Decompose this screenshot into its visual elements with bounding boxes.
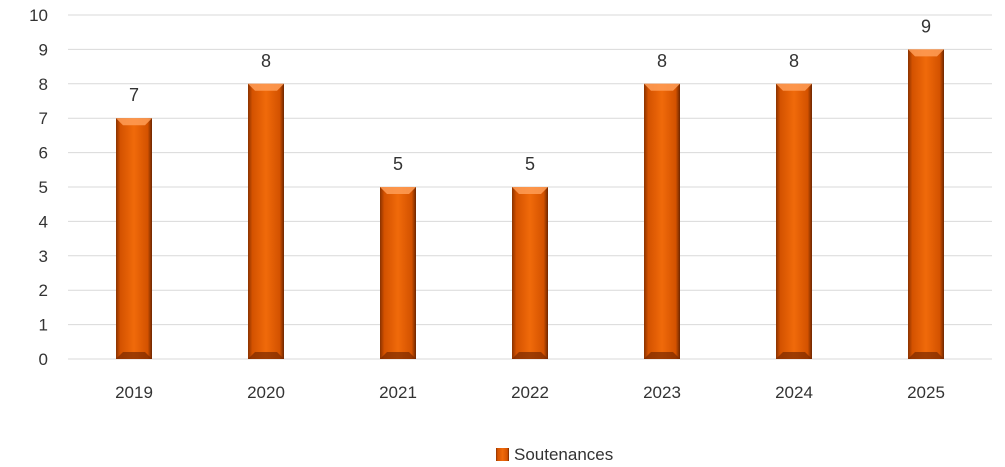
bar-bevel-bottom bbox=[776, 352, 812, 359]
y-tick-label: 7 bbox=[39, 109, 48, 128]
legend-swatch bbox=[496, 448, 509, 461]
x-tick-label-2025: 2025 bbox=[907, 383, 945, 402]
bar-2020 bbox=[248, 83, 284, 360]
bar-bevel-top bbox=[116, 118, 152, 126]
bar-2019 bbox=[116, 118, 152, 359]
bar-bevel-top bbox=[908, 49, 944, 57]
bar-bevel-top bbox=[248, 83, 284, 91]
legend-label: Soutenances bbox=[514, 445, 613, 464]
data-label-2021: 5 bbox=[393, 154, 403, 174]
x-axis-ticks: 2019 2020 2021 2022 2023 2024 2025 bbox=[115, 383, 945, 402]
bar-body bbox=[644, 83, 680, 360]
legend-item: Soutenances bbox=[496, 445, 613, 464]
legend: Soutenances bbox=[496, 445, 613, 464]
bar-body bbox=[116, 118, 152, 359]
bar-2023 bbox=[644, 83, 680, 360]
data-label-2022: 5 bbox=[525, 154, 535, 174]
y-tick-label: 8 bbox=[39, 75, 48, 94]
y-tick-label: 0 bbox=[39, 350, 48, 369]
bar-body bbox=[380, 187, 416, 359]
y-tick-label: 9 bbox=[39, 40, 48, 59]
x-tick-label-2019: 2019 bbox=[115, 383, 153, 402]
data-label-2023: 8 bbox=[657, 51, 667, 71]
y-axis-ticks: 0 1 2 3 4 5 6 7 8 9 10 bbox=[29, 6, 48, 369]
data-labels: 7 8 5 5 8 8 9 bbox=[129, 16, 931, 174]
data-label-2024: 8 bbox=[789, 51, 799, 71]
bar-bevel-bottom bbox=[908, 352, 944, 359]
bar-bevel-bottom bbox=[116, 352, 152, 359]
x-tick-label-2021: 2021 bbox=[379, 383, 417, 402]
y-tick-label: 2 bbox=[39, 281, 48, 300]
data-label-2025: 9 bbox=[921, 16, 931, 36]
y-tick-label: 10 bbox=[29, 6, 48, 25]
x-tick-label-2024: 2024 bbox=[775, 383, 813, 402]
bar-body bbox=[908, 49, 944, 360]
bar-bevel-bottom bbox=[512, 352, 548, 359]
y-tick-label: 5 bbox=[39, 178, 48, 197]
data-label-2020: 8 bbox=[261, 51, 271, 71]
data-label-2019: 7 bbox=[129, 85, 139, 105]
bar-bevel-top bbox=[776, 83, 812, 91]
x-tick-label-2023: 2023 bbox=[643, 383, 681, 402]
bars bbox=[116, 49, 944, 360]
bar-bevel-bottom bbox=[644, 352, 680, 359]
bar-bevel-bottom bbox=[248, 352, 284, 359]
y-tick-label: 6 bbox=[39, 144, 48, 163]
bar-2024 bbox=[776, 83, 812, 360]
x-tick-label-2022: 2022 bbox=[511, 383, 549, 402]
y-tick-label: 4 bbox=[39, 212, 48, 231]
bar-2025 bbox=[908, 49, 944, 360]
bar-bevel-top bbox=[512, 187, 548, 194]
y-tick-label: 1 bbox=[39, 316, 48, 335]
bar-bevel-top bbox=[644, 83, 680, 91]
bar-2021 bbox=[380, 187, 416, 359]
bar-body bbox=[248, 83, 284, 360]
bar-bevel-top bbox=[380, 187, 416, 194]
bar-2022 bbox=[512, 187, 548, 359]
x-tick-label-2020: 2020 bbox=[247, 383, 285, 402]
y-tick-label: 3 bbox=[39, 247, 48, 266]
bar-bevel-bottom bbox=[380, 352, 416, 359]
bar-body bbox=[512, 187, 548, 359]
bar-body bbox=[776, 83, 812, 360]
